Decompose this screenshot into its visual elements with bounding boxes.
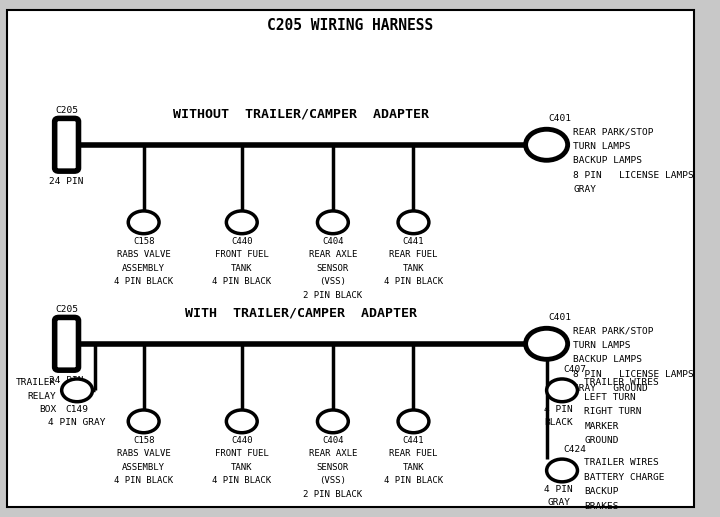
Text: TRAILER WIRES: TRAILER WIRES bbox=[585, 458, 660, 467]
Text: REAR AXLE: REAR AXLE bbox=[309, 250, 357, 259]
Text: BACKUP: BACKUP bbox=[585, 487, 619, 496]
Text: 4 PIN BLACK: 4 PIN BLACK bbox=[384, 476, 443, 485]
Text: GRAY: GRAY bbox=[573, 185, 596, 194]
Text: 4 PIN BLACK: 4 PIN BLACK bbox=[212, 476, 271, 485]
Text: ASSEMBLY: ASSEMBLY bbox=[122, 264, 165, 272]
Text: C440: C440 bbox=[231, 436, 253, 445]
Text: C404: C404 bbox=[322, 436, 343, 445]
Text: BOX: BOX bbox=[39, 405, 56, 414]
Text: GRAY   GROUND: GRAY GROUND bbox=[573, 384, 648, 393]
Circle shape bbox=[546, 459, 577, 482]
Text: REAR FUEL: REAR FUEL bbox=[390, 449, 438, 458]
Text: SENSOR: SENSOR bbox=[317, 264, 349, 272]
Text: TRAILER: TRAILER bbox=[16, 378, 56, 387]
Text: TRAILER WIRES: TRAILER WIRES bbox=[585, 378, 660, 387]
Text: 4 PIN BLACK: 4 PIN BLACK bbox=[114, 277, 174, 286]
Text: 4 PIN: 4 PIN bbox=[544, 485, 573, 494]
Circle shape bbox=[318, 211, 348, 234]
Text: 4 PIN BLACK: 4 PIN BLACK bbox=[114, 476, 174, 485]
Text: SENSOR: SENSOR bbox=[317, 463, 349, 472]
Text: C401: C401 bbox=[548, 313, 571, 322]
FancyBboxPatch shape bbox=[7, 10, 694, 507]
Circle shape bbox=[526, 129, 567, 160]
Text: C205: C205 bbox=[55, 305, 78, 314]
Text: C205 WIRING HARNESS: C205 WIRING HARNESS bbox=[267, 18, 433, 33]
Text: FRONT FUEL: FRONT FUEL bbox=[215, 449, 269, 458]
Text: FRONT FUEL: FRONT FUEL bbox=[215, 250, 269, 259]
Circle shape bbox=[226, 410, 257, 433]
Text: BLACK: BLACK bbox=[544, 418, 573, 427]
Text: BACKUP LAMPS: BACKUP LAMPS bbox=[573, 156, 642, 165]
Text: RELAY: RELAY bbox=[27, 391, 56, 401]
Text: GRAY: GRAY bbox=[547, 498, 570, 507]
Text: GROUND: GROUND bbox=[585, 436, 619, 445]
Text: REAR PARK/STOP: REAR PARK/STOP bbox=[573, 326, 654, 336]
Text: REAR FUEL: REAR FUEL bbox=[390, 250, 438, 259]
Text: 2 PIN BLACK: 2 PIN BLACK bbox=[303, 291, 362, 299]
Text: C441: C441 bbox=[402, 436, 424, 445]
Text: C205: C205 bbox=[55, 106, 78, 115]
Circle shape bbox=[128, 410, 159, 433]
Text: (VSS): (VSS) bbox=[320, 277, 346, 286]
Text: REAR PARK/STOP: REAR PARK/STOP bbox=[573, 127, 654, 136]
Text: 4 PIN: 4 PIN bbox=[544, 405, 573, 414]
Text: TANK: TANK bbox=[402, 463, 424, 472]
Text: RABS VALVE: RABS VALVE bbox=[117, 250, 171, 259]
Text: BRAKES: BRAKES bbox=[585, 501, 619, 511]
Text: C440: C440 bbox=[231, 237, 253, 246]
Text: 4 PIN BLACK: 4 PIN BLACK bbox=[212, 277, 271, 286]
Text: WITH  TRAILER/CAMPER  ADAPTER: WITH TRAILER/CAMPER ADAPTER bbox=[185, 306, 418, 320]
Text: 2 PIN BLACK: 2 PIN BLACK bbox=[303, 490, 362, 498]
Circle shape bbox=[318, 410, 348, 433]
Text: BATTERY CHARGE: BATTERY CHARGE bbox=[585, 473, 665, 482]
Circle shape bbox=[398, 211, 429, 234]
Text: (VSS): (VSS) bbox=[320, 476, 346, 485]
Text: C401: C401 bbox=[548, 114, 571, 123]
Circle shape bbox=[526, 328, 567, 359]
Text: C407: C407 bbox=[564, 365, 587, 374]
Text: TANK: TANK bbox=[231, 463, 253, 472]
Text: 24 PIN: 24 PIN bbox=[50, 376, 84, 385]
Text: ASSEMBLY: ASSEMBLY bbox=[122, 463, 165, 472]
Text: 4 PIN GRAY: 4 PIN GRAY bbox=[48, 418, 106, 427]
Text: C404: C404 bbox=[322, 237, 343, 246]
Text: RIGHT TURN: RIGHT TURN bbox=[585, 407, 642, 416]
Text: C158: C158 bbox=[133, 237, 154, 246]
Text: C149: C149 bbox=[66, 405, 89, 414]
Circle shape bbox=[398, 410, 429, 433]
Circle shape bbox=[546, 379, 577, 402]
FancyBboxPatch shape bbox=[55, 118, 78, 171]
Text: TANK: TANK bbox=[231, 264, 253, 272]
Text: TURN LAMPS: TURN LAMPS bbox=[573, 142, 631, 151]
Text: 8 PIN   LICENSE LAMPS: 8 PIN LICENSE LAMPS bbox=[573, 171, 694, 180]
Text: TURN LAMPS: TURN LAMPS bbox=[573, 341, 631, 350]
Text: WITHOUT  TRAILER/CAMPER  ADAPTER: WITHOUT TRAILER/CAMPER ADAPTER bbox=[174, 107, 429, 120]
Text: REAR AXLE: REAR AXLE bbox=[309, 449, 357, 458]
Circle shape bbox=[128, 211, 159, 234]
Text: C441: C441 bbox=[402, 237, 424, 246]
Text: BACKUP LAMPS: BACKUP LAMPS bbox=[573, 355, 642, 364]
Text: MARKER: MARKER bbox=[585, 421, 619, 431]
Text: TANK: TANK bbox=[402, 264, 424, 272]
Text: 4 PIN BLACK: 4 PIN BLACK bbox=[384, 277, 443, 286]
Text: RABS VALVE: RABS VALVE bbox=[117, 449, 171, 458]
FancyBboxPatch shape bbox=[55, 317, 78, 370]
Text: 24 PIN: 24 PIN bbox=[50, 177, 84, 186]
Text: 8 PIN   LICENSE LAMPS: 8 PIN LICENSE LAMPS bbox=[573, 370, 694, 379]
Text: LEFT TURN: LEFT TURN bbox=[585, 392, 636, 402]
Circle shape bbox=[62, 379, 92, 402]
Text: C158: C158 bbox=[133, 436, 154, 445]
Text: C424: C424 bbox=[564, 445, 587, 454]
Circle shape bbox=[226, 211, 257, 234]
